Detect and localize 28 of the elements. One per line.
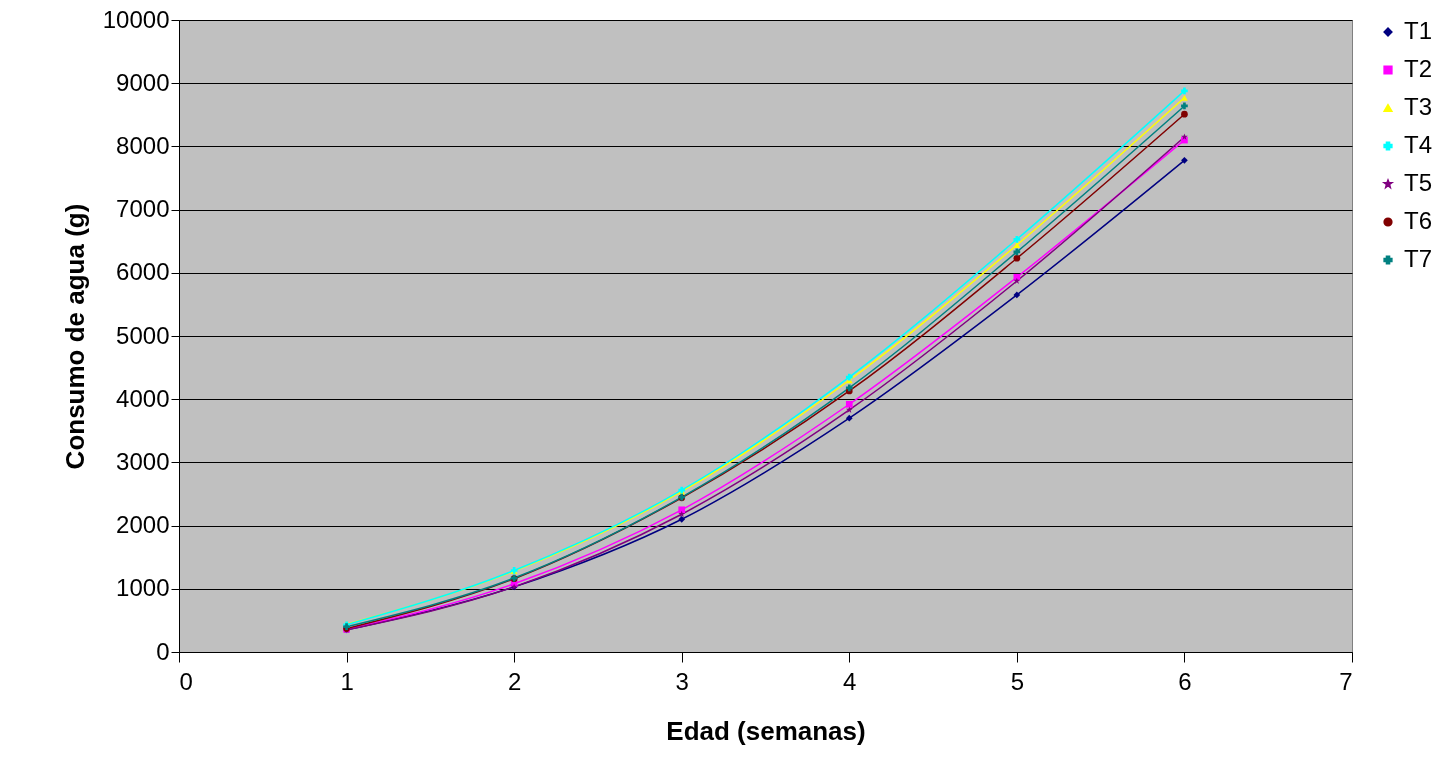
x-axis-title: Edad (semanas) <box>666 715 866 746</box>
y-tick-label: 8000 <box>116 131 170 159</box>
legend-label: T7 <box>1404 245 1433 272</box>
y-tick-label: 10000 <box>102 5 170 33</box>
y-tick-label: 1000 <box>116 574 170 602</box>
x-tick-label: 0 <box>179 667 193 695</box>
legend-label: T1 <box>1404 17 1433 44</box>
x-tick-label: 2 <box>507 667 522 695</box>
y-tick-label: 7000 <box>116 195 170 223</box>
legend-label: T5 <box>1404 169 1433 196</box>
y-tick-label: 3000 <box>116 447 170 475</box>
x-tick-label: 3 <box>675 667 689 695</box>
y-tick-label: 4000 <box>116 384 170 412</box>
x-tick-label: 5 <box>1010 667 1025 695</box>
x-tick-label: 1 <box>340 667 354 695</box>
y-tick-label: 0 <box>156 637 170 665</box>
y-tick-label: 9000 <box>116 68 170 96</box>
y-tick-label: 6000 <box>116 258 170 286</box>
legend-label: T4 <box>1404 131 1433 158</box>
y-axis-title: Consumo de agua (g) <box>59 203 90 470</box>
x-tick-label: 4 <box>843 667 857 695</box>
legend-label: T3 <box>1404 93 1433 120</box>
x-tick-label: 7 <box>1339 667 1353 695</box>
legend-label: T6 <box>1404 207 1433 234</box>
legend-label: T2 <box>1404 55 1433 82</box>
x-tick-label: 6 <box>1178 667 1192 695</box>
y-tick-label: 2000 <box>116 511 170 539</box>
y-tick-label: 5000 <box>116 321 170 349</box>
